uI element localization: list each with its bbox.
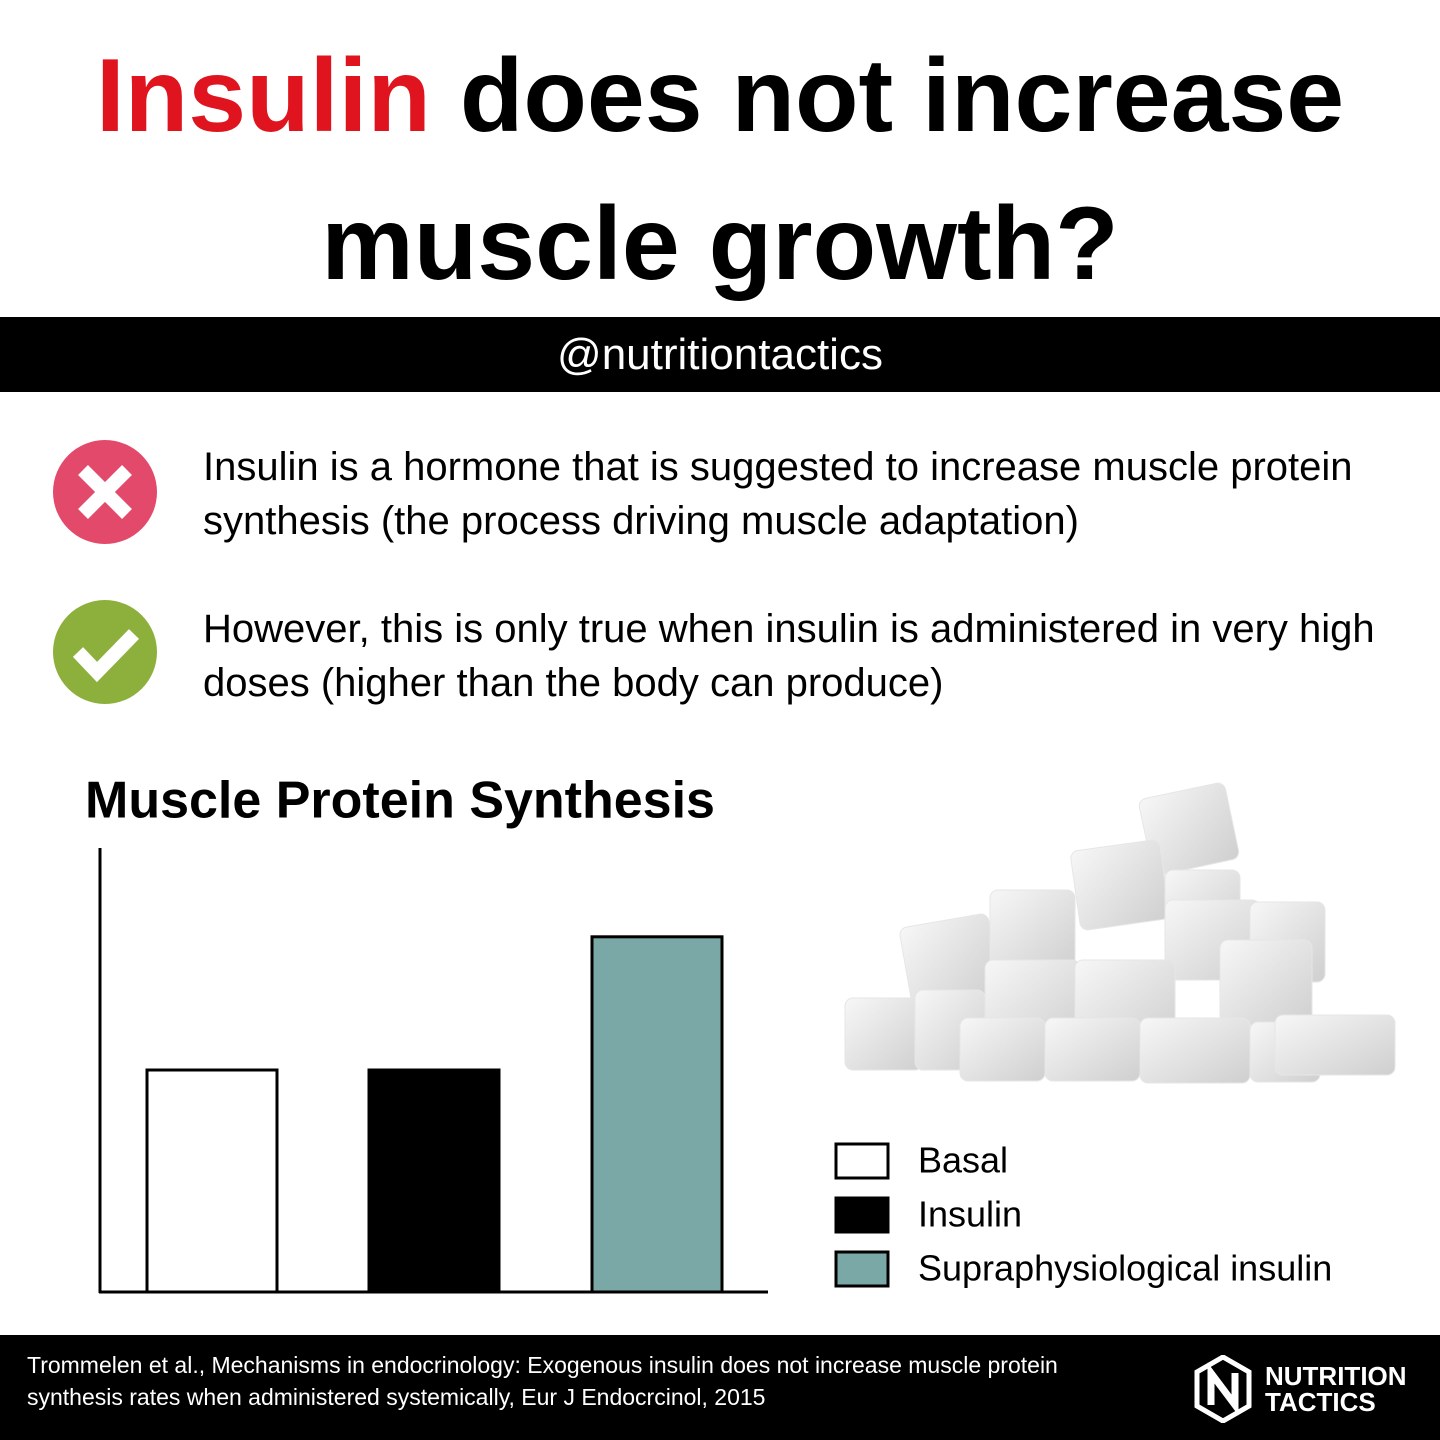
headline-text: does not increase (459, 38, 1345, 154)
point-text: However, this is only true when insulin … (203, 607, 1375, 705)
logo-line: NUTRITION (1265, 1361, 1407, 1391)
check-mark (72, 629, 140, 683)
chart-title: Muscle Protein Synthesis (85, 772, 715, 830)
legend-label: Basal (918, 1140, 1008, 1181)
footer: Trommelen et al., Mechanisms in endocrin… (0, 1335, 1440, 1440)
point-text: Insulin is a hormone that is suggested t… (203, 445, 1353, 543)
headline: Insulin does not increase muscle growth? (0, 22, 1440, 318)
icons (53, 440, 157, 704)
citation: Trommelen et al., Mechanisms in endocrin… (27, 1352, 1058, 1410)
legend-swatch (834, 1196, 890, 1234)
legend-swatch (834, 1250, 890, 1288)
handle: @nutritiontactics (557, 330, 883, 379)
legend-swatch (834, 1142, 890, 1180)
headline-highlight: Insulin (95, 38, 431, 154)
logo-mark (1194, 1355, 1252, 1423)
bar (145, 1068, 279, 1294)
bar (590, 935, 724, 1294)
headline-text: muscle growth? (321, 186, 1119, 302)
chart: Muscle Protein Synthesis Basal Insulin Sup… (85, 772, 1396, 1294)
legend-label: Insulin (918, 1194, 1022, 1235)
check-icon (53, 600, 157, 704)
logo-text: NUTRITION TACTICS (1265, 1363, 1407, 1415)
cross-mark (78, 465, 132, 519)
legend-label: Supraphysiological insulin (918, 1248, 1332, 1289)
sugar-cubes (844, 782, 1396, 1084)
bar (367, 1068, 501, 1294)
handle-band: @nutritiontactics (0, 317, 1440, 392)
logo-line: TACTICS (1265, 1387, 1376, 1417)
